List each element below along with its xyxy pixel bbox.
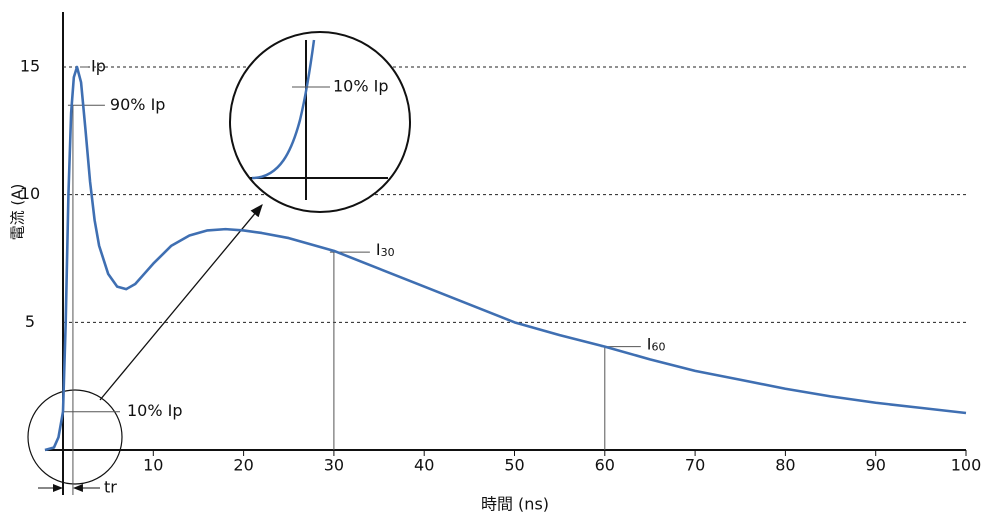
- ann-label-main: I: [647, 334, 652, 353]
- y-tick-label: 15: [20, 57, 40, 76]
- inset-curve: [251, 39, 316, 180]
- inset-label: 10% Ip: [333, 77, 389, 96]
- line-series: [44, 65, 967, 452]
- inset-circle: [229, 31, 411, 213]
- ann-label: Ip: [91, 57, 106, 76]
- x-tick-label: 60: [595, 456, 615, 475]
- x-tick-label: 10: [143, 456, 163, 475]
- x-tick-label: 70: [685, 456, 705, 475]
- ann-label: I30: [376, 240, 395, 260]
- x-tick-label: 100: [951, 456, 982, 475]
- ann-label: I60: [647, 334, 666, 354]
- x-tick-label: 90: [866, 456, 886, 475]
- ann-label: 10% Ip: [127, 401, 183, 420]
- x-axis-title: 時間 (ns): [481, 495, 549, 514]
- x-tick-label: 40: [414, 456, 434, 475]
- ann-label-main: I: [376, 240, 381, 259]
- ann-label: 90% Ip: [110, 95, 166, 114]
- x-tick-label: 30: [324, 456, 344, 475]
- x-tick-label: 50: [504, 456, 524, 475]
- y-tick-label: 10: [20, 184, 40, 203]
- x-tick-label: 80: [775, 456, 795, 475]
- ann-label: tr: [104, 478, 117, 497]
- zoom-circle: [27, 389, 123, 485]
- zoom-arrow: [99, 204, 263, 401]
- y-axis-title: 電流 (A): [9, 184, 27, 241]
- x-tick-label: 20: [233, 456, 253, 475]
- y-tick-label: 5: [25, 312, 35, 331]
- ann-label-sub: 30: [381, 246, 395, 259]
- ann-label-sub: 60: [652, 341, 666, 354]
